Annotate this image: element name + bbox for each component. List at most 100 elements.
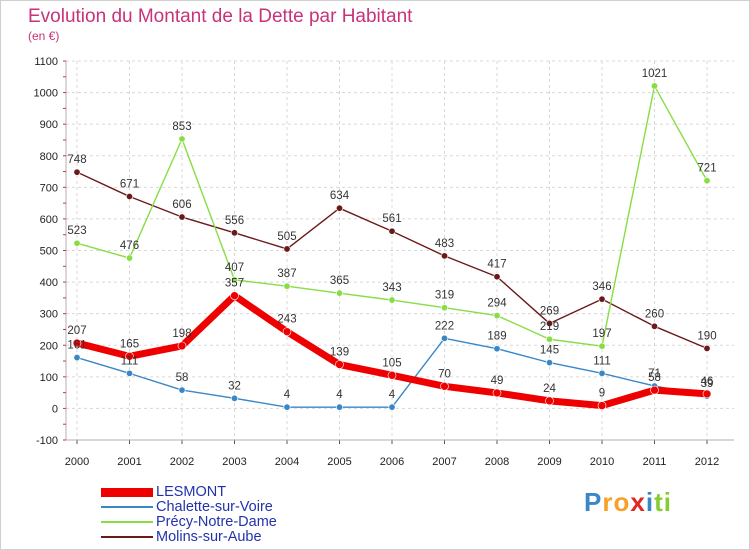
data-label: 24 bbox=[543, 383, 556, 395]
data-label: 46 bbox=[701, 376, 714, 388]
logo-letter: t bbox=[654, 487, 664, 517]
y-tick-label: -100 bbox=[36, 435, 58, 447]
data-point-lesmont bbox=[492, 388, 502, 398]
data-label: 269 bbox=[540, 305, 559, 317]
data-point-molins-sur-aube bbox=[388, 227, 396, 235]
data-label: 260 bbox=[645, 308, 664, 320]
data-point-lesmont bbox=[335, 360, 344, 369]
data-label: 198 bbox=[172, 328, 191, 340]
data-point-lesmont bbox=[650, 385, 659, 395]
data-label: 748 bbox=[67, 154, 86, 166]
data-point-molins-sur-aube bbox=[493, 273, 501, 281]
data-point-molins-sur-aube bbox=[335, 204, 343, 212]
data-point-lesmont bbox=[282, 327, 292, 336]
data-label: 505 bbox=[277, 231, 296, 243]
y-tick-label: 500 bbox=[40, 246, 58, 258]
logo-letter: i bbox=[663, 487, 672, 517]
data-point-chalette-sur-voire bbox=[388, 403, 396, 411]
legend-swatch bbox=[101, 488, 153, 497]
x-tick-label: 2011 bbox=[643, 456, 667, 468]
data-label: 343 bbox=[382, 282, 401, 294]
data-label: 417 bbox=[487, 259, 506, 271]
y-tick-label: 1000 bbox=[34, 88, 58, 100]
data-label: 165 bbox=[120, 338, 139, 350]
data-point-lesmont bbox=[387, 370, 397, 380]
data-point-precy-notre-dame bbox=[388, 296, 396, 304]
data-point-precy-notre-dame bbox=[703, 177, 711, 185]
x-tick-label: 2008 bbox=[485, 456, 509, 468]
data-label: 243 bbox=[277, 314, 296, 326]
x-tick-label: 2005 bbox=[327, 456, 351, 468]
data-label: 4 bbox=[284, 389, 291, 401]
data-point-precy-notre-dame bbox=[283, 282, 291, 290]
x-tick-label: 2001 bbox=[117, 456, 141, 468]
data-label: 70 bbox=[438, 368, 451, 380]
data-point-chalette-sur-voire bbox=[283, 403, 291, 411]
data-label: 346 bbox=[592, 281, 611, 293]
data-point-molins-sur-aube bbox=[231, 229, 239, 237]
data-point-molins-sur-aube bbox=[126, 192, 134, 200]
data-point-molins-sur-aube bbox=[703, 344, 711, 352]
data-label: 32 bbox=[228, 380, 241, 392]
legend-label: Chalette-sur-Voire bbox=[156, 499, 273, 515]
data-label: 523 bbox=[67, 225, 86, 237]
legend-swatch bbox=[101, 521, 153, 523]
data-point-molins-sur-aube bbox=[598, 295, 606, 303]
x-tick-label: 2010 bbox=[590, 456, 614, 468]
data-point-chalette-sur-voire bbox=[231, 394, 239, 402]
data-label: 407 bbox=[225, 262, 244, 274]
data-point-precy-notre-dame bbox=[231, 276, 239, 284]
data-point-chalette-sur-voire bbox=[598, 369, 606, 377]
data-label: 139 bbox=[330, 347, 349, 359]
data-label: 4 bbox=[336, 389, 343, 401]
data-label: 476 bbox=[120, 240, 139, 252]
data-point-molins-sur-aube bbox=[73, 168, 81, 176]
data-point-chalette-sur-voire bbox=[440, 334, 448, 342]
data-point-precy-notre-dame bbox=[440, 304, 448, 312]
data-point-chalette-sur-voire bbox=[335, 403, 343, 411]
data-point-lesmont bbox=[702, 389, 712, 399]
legend-label: LESMONT bbox=[156, 484, 227, 500]
logo-letter: P bbox=[584, 487, 603, 517]
data-label: 294 bbox=[487, 298, 507, 310]
data-label: 561 bbox=[382, 213, 401, 225]
data-label: 105 bbox=[382, 357, 401, 369]
y-tick-label: 900 bbox=[40, 119, 58, 131]
data-point-lesmont bbox=[545, 396, 554, 406]
data-label: 111 bbox=[593, 355, 610, 367]
data-label: 357 bbox=[225, 278, 244, 290]
data-point-molins-sur-aube bbox=[440, 252, 448, 260]
y-tick-label: 700 bbox=[40, 182, 58, 194]
data-point-precy-notre-dame bbox=[545, 335, 553, 343]
data-label: 721 bbox=[697, 163, 716, 175]
data-point-lesmont bbox=[230, 291, 239, 300]
data-label: 197 bbox=[592, 328, 611, 340]
data-label: 58 bbox=[648, 372, 661, 384]
data-point-chalette-sur-voire bbox=[178, 386, 186, 394]
data-label: 161 bbox=[67, 340, 86, 352]
y-tick-label: 600 bbox=[40, 214, 58, 226]
y-tick-label: 100 bbox=[40, 372, 58, 384]
y-tick-label: 400 bbox=[40, 277, 58, 289]
x-tick-label: 2000 bbox=[65, 456, 89, 468]
data-label: 222 bbox=[435, 320, 454, 332]
data-label: 365 bbox=[330, 275, 349, 287]
x-tick-label: 2003 bbox=[222, 456, 246, 468]
y-tick-label: 1100 bbox=[34, 56, 58, 68]
data-label: 9 bbox=[599, 388, 605, 400]
data-label: 71 bbox=[648, 368, 661, 380]
data-point-precy-notre-dame bbox=[335, 289, 343, 297]
data-label: 219 bbox=[540, 321, 559, 333]
x-tick-label: 2004 bbox=[275, 456, 299, 468]
data-point-molins-sur-aube bbox=[178, 213, 186, 221]
data-point-lesmont bbox=[177, 341, 187, 351]
data-point-chalette-sur-voire bbox=[545, 359, 553, 367]
data-point-chalette-sur-voire bbox=[126, 369, 134, 377]
data-point-chalette-sur-voire bbox=[493, 345, 501, 353]
legend-swatch bbox=[101, 506, 153, 508]
logo-letter: x bbox=[630, 487, 646, 517]
y-tick-label: 800 bbox=[40, 151, 58, 163]
data-point-precy-notre-dame bbox=[178, 135, 186, 143]
legend-label: Précy-Notre-Dame bbox=[156, 514, 277, 530]
